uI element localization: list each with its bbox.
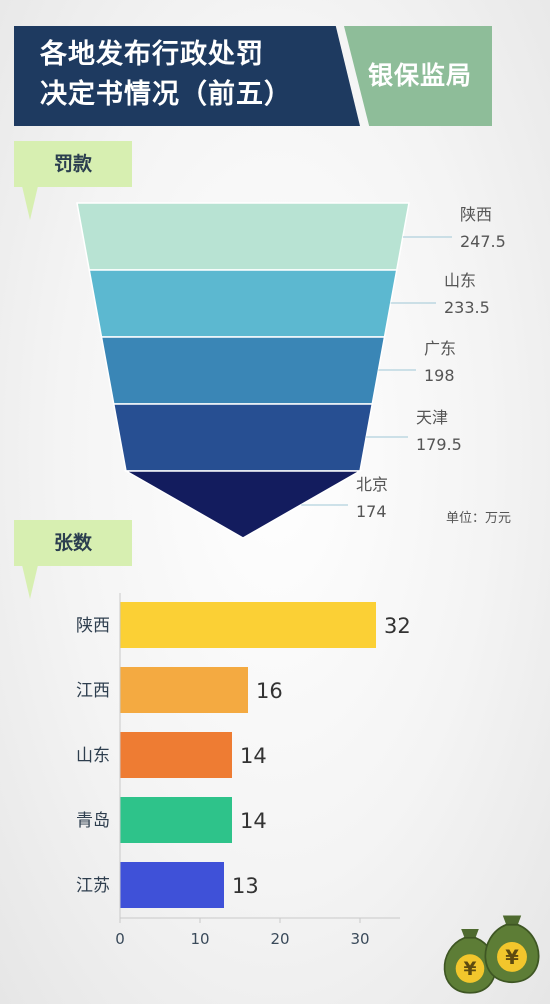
bar-2: [120, 667, 248, 713]
source-label: 银保监局: [368, 61, 473, 90]
bar-category-label: 青岛: [76, 811, 110, 831]
funnel-category-label: 天津: [416, 408, 448, 427]
header-title-banner: 各地发布行政处罚 决定书情况（前五）: [14, 26, 360, 126]
x-tick-label: 0: [115, 930, 125, 948]
bar-value-label: 16: [256, 679, 283, 703]
bar-3: [120, 732, 232, 778]
bar-1: [120, 602, 376, 648]
bar-category-label: 江西: [76, 681, 110, 701]
money-bag-icon: ¥: [443, 929, 497, 994]
funnel-value-label: 247.5: [460, 232, 506, 251]
funnel-category-label: 陕西: [460, 205, 492, 224]
funnel-value-label: 179.5: [416, 435, 462, 454]
funnel-segment-4: [112, 403, 374, 472]
funnel-category-label: 山东: [444, 271, 476, 290]
money-bag-knot: [461, 929, 479, 938]
x-tick-label: 20: [270, 930, 289, 948]
bar-4: [120, 797, 232, 843]
fine-section-tag: 罚款: [14, 141, 132, 187]
bar-value-label: 14: [240, 744, 267, 768]
funnel-segment-1: [76, 202, 410, 271]
source-banner: 银保监局: [344, 26, 492, 126]
funnel-value-label: 198: [424, 366, 455, 385]
page-title: 各地发布行政处罚 决定书情况（前五）: [40, 35, 292, 115]
page-title-line2: 决定书情况（前五）: [40, 79, 292, 110]
bar-category-label: 江苏: [76, 876, 110, 896]
x-tick-label: 10: [190, 930, 209, 948]
funnel-value-label: 174: [356, 502, 387, 521]
x-tick-label: 30: [350, 930, 369, 948]
money-bag-coin: [497, 941, 527, 972]
funnel-category-label: 广东: [424, 339, 456, 358]
yuan-symbol: ¥: [505, 946, 519, 969]
bar-value-label: 13: [232, 874, 259, 898]
yuan-symbol: ¥: [463, 959, 476, 980]
bar-value-label: 14: [240, 809, 267, 833]
bar-5: [120, 862, 224, 908]
bar-value-label: 32: [384, 614, 411, 638]
unit-label: 单位：万元: [446, 511, 512, 526]
funnel-category-label: 北京: [356, 475, 388, 494]
bar-category-label: 山东: [76, 746, 110, 766]
money-bag-icon: ¥: [484, 915, 540, 984]
funnel-segment-2: [88, 269, 398, 338]
count-section-tag: 张数: [14, 520, 132, 566]
money-bag-knot: [502, 915, 522, 925]
money-bag-coin: [455, 954, 485, 983]
funnel-value-label: 233.5: [444, 298, 490, 317]
bar-category-label: 陕西: [76, 616, 110, 636]
funnel-segment-3: [100, 336, 386, 405]
page-title-line1: 各地发布行政处罚: [40, 39, 264, 70]
